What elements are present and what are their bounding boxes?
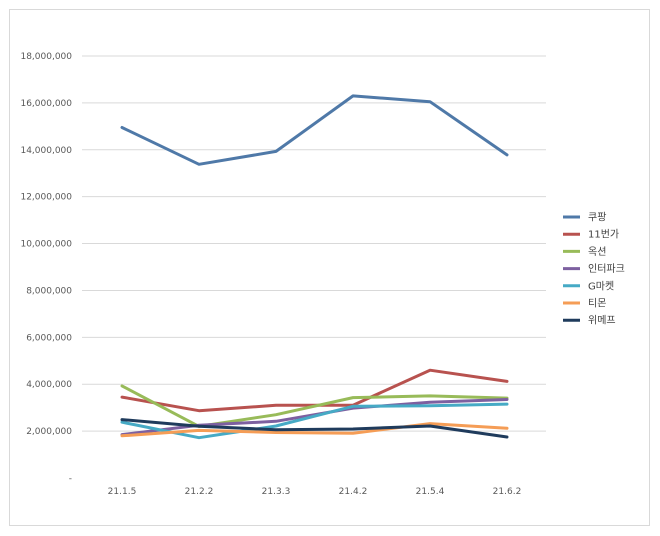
series-lines <box>120 94 509 440</box>
series-line <box>120 384 509 428</box>
legend-label: 위메프 <box>588 314 616 327</box>
gridlines <box>82 55 546 432</box>
line-chart: - 2,000,000 4,000,000 6,000,000 8,000,000 10,… <box>20 52 625 497</box>
legend-label: 쿠팡 <box>588 212 606 224</box>
legend-label: G마켓 <box>588 280 614 292</box>
legend-label: 인터파크 <box>588 263 625 275</box>
y-tick-label: 4,000,000 <box>26 380 72 390</box>
x-axis: 21.1.5 21.2.2 21.3.3 21.4.2 21.5.4 21.6.2 <box>108 487 522 497</box>
x-tick-label: 21.4.2 <box>339 487 368 497</box>
series-line <box>120 94 509 166</box>
y-tick-label: 16,000,000 <box>20 99 72 109</box>
x-tick-label: 21.2.2 <box>185 487 214 497</box>
y-tick-label: 18,000,000 <box>20 52 72 62</box>
x-tick-label: 21.5.4 <box>416 487 445 497</box>
series-line <box>120 418 509 439</box>
chart-frame: - 2,000,000 4,000,000 6,000,000 8,000,000 10,… <box>9 9 650 526</box>
x-tick-label: 21.3.3 <box>262 487 291 497</box>
y-tick-label: 12,000,000 <box>20 193 72 203</box>
y-axis: - 2,000,000 4,000,000 6,000,000 8,000,000 10,… <box>20 52 72 484</box>
y-tick-label: - <box>69 474 72 484</box>
series-line <box>120 422 509 438</box>
y-tick-label: 14,000,000 <box>20 146 72 156</box>
legend-label: 옥션 <box>588 246 606 258</box>
x-tick-label: 21.1.5 <box>108 487 137 497</box>
y-tick-label: 8,000,000 <box>26 286 72 296</box>
y-tick-label: 2,000,000 <box>26 427 72 437</box>
y-tick-label: 6,000,000 <box>26 333 72 343</box>
legend-label: 11번가 <box>588 229 619 241</box>
legend-label: 티몬 <box>588 298 606 310</box>
y-tick-label: 10,000,000 <box>20 240 72 250</box>
series-line <box>120 402 509 440</box>
x-tick-label: 21.6.2 <box>493 487 522 497</box>
